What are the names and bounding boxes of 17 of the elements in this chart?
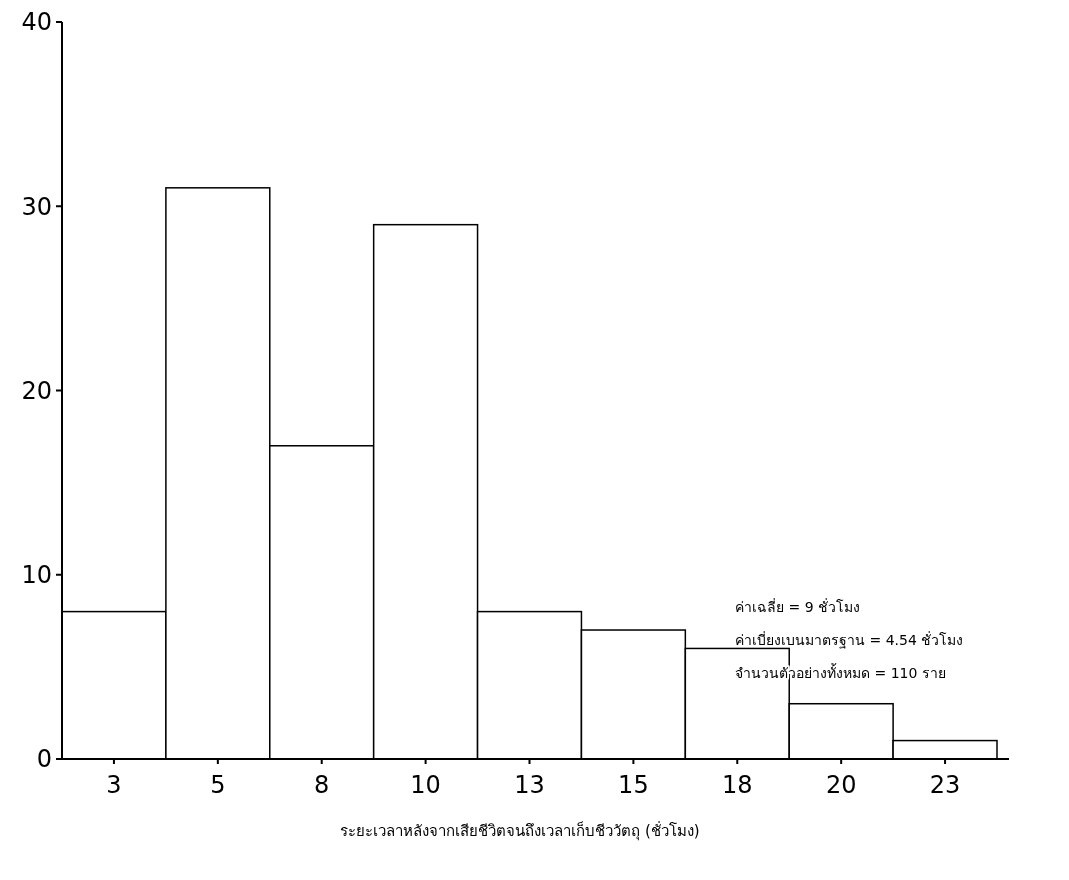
x-tick-label: 20 [825, 771, 857, 799]
x-tick-label: 10 [410, 771, 441, 799]
x-axis-title: ระยะเวลาหลังจากเสียชีวิตจนถึงเวลาเก็บชีววัตถุ (ชั่วโมง) [340, 820, 700, 841]
y-tick-label: 30 [21, 192, 52, 221]
x-tick-label: 23 [929, 771, 961, 799]
annotation: ค่าเบี่ยงเบนมาตรฐาน = 4.54 ชั่วโมง [735, 631, 964, 649]
x-tick-label: 3 [106, 771, 122, 799]
x-tick-label: 18 [722, 771, 753, 799]
x-tick-label: 15 [618, 771, 649, 799]
y-tick-label: 20 [21, 376, 52, 405]
y-tick-label: 10 [21, 561, 52, 590]
x-tick-label: 8 [314, 771, 330, 799]
annotation: ค่าเฉลี่ย = 9 ชั่วโมง [735, 598, 860, 615]
x-tick-label: 13 [514, 771, 545, 799]
x-tick-label: 5 [210, 771, 226, 799]
y-tick-label: 40 [21, 8, 52, 37]
y-tick-label: 0 [36, 745, 52, 774]
